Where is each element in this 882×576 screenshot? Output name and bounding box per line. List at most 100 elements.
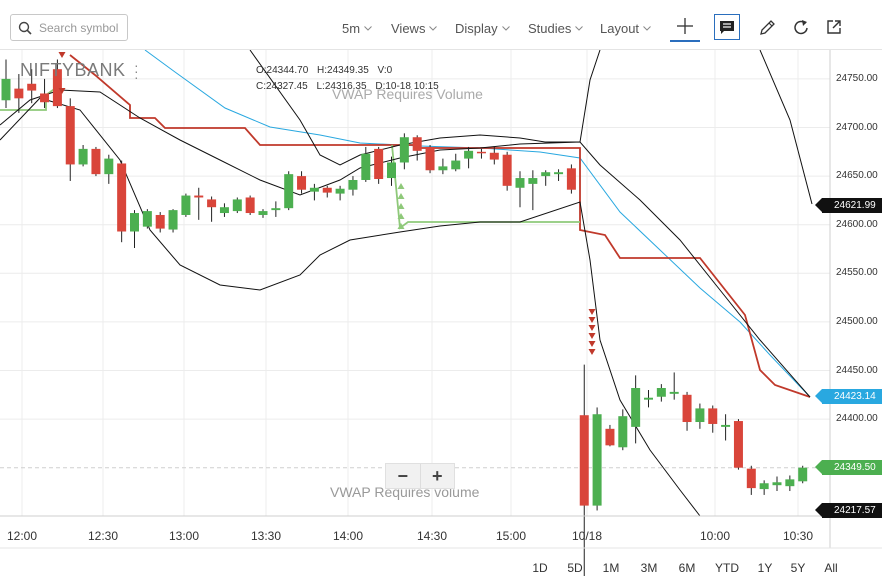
candle-body — [554, 172, 564, 175]
candle — [130, 210, 139, 249]
candle — [733, 419, 743, 470]
display-menu[interactable]: Display — [455, 20, 510, 36]
candle — [27, 69, 37, 104]
candle — [579, 364, 589, 576]
candle-body — [746, 468, 756, 489]
candle — [297, 171, 307, 194]
candle-body — [284, 174, 294, 209]
candle-body — [438, 166, 448, 171]
zoom-out-button[interactable]: − — [397, 465, 408, 486]
candle — [117, 160, 127, 243]
candle-body — [502, 154, 512, 186]
candle — [682, 391, 692, 431]
range-button-all[interactable]: All — [824, 561, 838, 575]
candle — [631, 375, 641, 444]
comment-icon — [720, 20, 734, 34]
candle — [451, 153, 461, 172]
candle — [207, 196, 217, 222]
x-axis-label: 12:00 — [6, 529, 38, 543]
views-menu[interactable]: Views — [391, 20, 438, 36]
candle-body — [644, 397, 653, 400]
layout-menu[interactable]: Layout — [600, 20, 651, 36]
layout-label: Layout — [600, 20, 640, 36]
candle — [387, 156, 396, 186]
candle-body — [708, 408, 718, 424]
toolbar-divider — [0, 49, 882, 50]
interval-dropdown[interactable]: 5m — [342, 20, 372, 36]
candle — [618, 409, 628, 451]
candle — [644, 389, 653, 408]
candle-body — [515, 178, 525, 188]
candle — [412, 135, 422, 161]
candle-body — [245, 197, 255, 214]
x-axis-label: 13:30 — [250, 529, 282, 543]
candle-body — [387, 162, 396, 179]
y-axis-label: 24650.00 — [836, 170, 878, 182]
share-button[interactable] — [819, 12, 849, 42]
search-icon — [18, 21, 32, 35]
candle — [464, 146, 474, 169]
candle-body — [335, 188, 345, 194]
y-axis-label: 24750.00 — [836, 72, 878, 84]
range-button-3m[interactable]: 3M — [640, 561, 658, 575]
candle — [566, 164, 576, 194]
candle — [476, 148, 486, 159]
symbol-menu-icon[interactable]: · · · — [134, 57, 139, 85]
x-axis-label: 10/18 — [571, 529, 603, 543]
buy-signal-marker — [397, 183, 405, 189]
lower-band-price-tag: 24217.57 — [815, 503, 882, 518]
x-axis-label: 12:30 — [87, 529, 119, 543]
studies-menu[interactable]: Studies — [528, 20, 584, 36]
range-button-1m[interactable]: 1M — [602, 561, 620, 575]
buy-signal-marker — [397, 213, 405, 219]
candle — [335, 185, 345, 201]
chevron-down-icon — [364, 25, 372, 31]
candle — [181, 193, 191, 217]
draw-button[interactable] — [752, 12, 782, 42]
candle — [438, 158, 448, 175]
candle — [746, 465, 756, 495]
range-button-5d[interactable]: 5D — [567, 561, 583, 575]
candle-body — [451, 160, 461, 170]
y-axis-label: 24450.00 — [836, 364, 878, 376]
candle — [541, 170, 551, 186]
candle-body — [733, 421, 743, 468]
comment-button[interactable] — [714, 14, 740, 40]
candle — [759, 480, 769, 495]
candle-body — [27, 83, 37, 91]
range-button-5y[interactable]: 5Y — [790, 561, 806, 575]
candle-body — [258, 211, 268, 215]
candle-body — [168, 210, 178, 230]
x-axis-label: 15:00 — [495, 529, 527, 543]
candle-body — [232, 199, 242, 212]
candle-body — [489, 152, 499, 160]
candle-body — [142, 211, 152, 227]
search-input[interactable] — [37, 19, 125, 36]
chart-symbol: NIFTYBANK — [20, 60, 126, 80]
candle-body — [476, 151, 486, 154]
candle-body — [656, 387, 666, 397]
chevron-down-icon — [643, 25, 651, 31]
crosshair-button[interactable] — [670, 12, 700, 42]
y-axis-label: 24400.00 — [836, 413, 878, 425]
undo-button[interactable] — [786, 12, 816, 42]
zoom-in-button[interactable]: + — [419, 464, 455, 488]
share-icon — [827, 20, 841, 34]
range-button-1d[interactable]: 1D — [532, 561, 548, 575]
range-button-ytd[interactable]: YTD — [715, 561, 739, 575]
open-value: O:24344.70 — [256, 65, 309, 76]
candle — [785, 475, 795, 492]
symbol-search[interactable] — [10, 14, 128, 41]
candle — [271, 201, 281, 217]
candle-body — [618, 416, 628, 448]
candle-body — [798, 467, 808, 482]
candle — [245, 195, 255, 215]
range-button-6m[interactable]: 6M — [678, 561, 696, 575]
range-button-1y[interactable]: 1Y — [757, 561, 773, 575]
price-chart[interactable] — [0, 50, 882, 576]
vwap-study-label: VWAP Requires Volume — [332, 86, 483, 102]
candle — [78, 144, 88, 167]
candle-body — [566, 168, 576, 190]
candle — [155, 212, 165, 233]
candle-body — [194, 195, 204, 198]
